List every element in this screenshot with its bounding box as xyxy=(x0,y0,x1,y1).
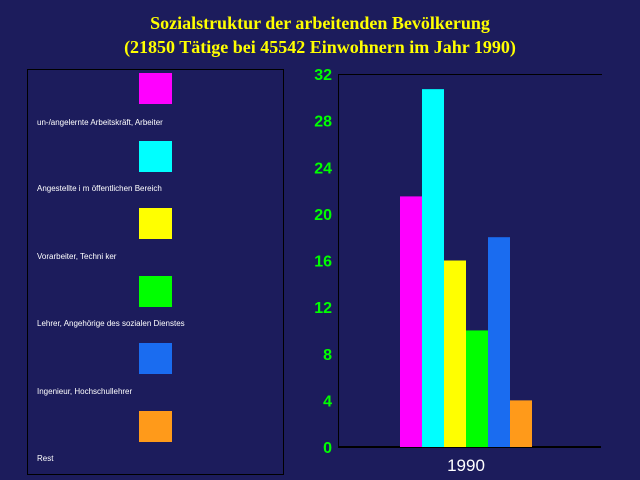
legend-swatch xyxy=(139,411,172,442)
bar xyxy=(422,89,444,447)
y-tick-label: 24 xyxy=(314,160,332,177)
legend: un-/angelernte Arbeitskräft, Arbeiter An… xyxy=(27,69,284,475)
legend-label: Vorarbeiter, Techni ker xyxy=(37,252,117,261)
y-tick-label: 4 xyxy=(323,393,332,410)
chart-title-line1: Sozialstruktur der arbeitenden Bevölkeru… xyxy=(150,13,490,33)
legend-label: Ingenieur, Hochschullehrer xyxy=(37,387,133,396)
legend-swatch xyxy=(139,276,172,307)
y-tick-label: 0 xyxy=(323,440,332,457)
y-tick-label: 32 xyxy=(314,67,332,84)
legend-label: Angestellte i m öffentlichen Bereich xyxy=(37,184,162,193)
y-tick-label: 16 xyxy=(314,254,332,271)
legend-swatch xyxy=(139,343,172,374)
bar xyxy=(510,400,532,447)
legend-label: Lehrer, Angehörige des sozialen Dienstes xyxy=(37,319,185,328)
bar xyxy=(466,330,488,447)
plot-area xyxy=(338,74,602,448)
x-category-label: 1990 xyxy=(447,456,485,475)
legend-swatch xyxy=(139,141,172,172)
legend-swatch xyxy=(139,73,172,104)
bar xyxy=(400,196,422,447)
legend-label: Rest xyxy=(37,454,54,463)
legend-swatch xyxy=(139,208,172,239)
y-tick-label: 8 xyxy=(323,347,332,364)
y-tick-label: 28 xyxy=(314,114,332,131)
bar xyxy=(444,260,466,447)
y-tick-label: 20 xyxy=(314,207,332,224)
y-tick-label: 12 xyxy=(314,300,332,317)
chart-title-line2: (21850 Tätige bei 45542 Einwohnern im Ja… xyxy=(124,37,516,57)
bar xyxy=(488,237,510,447)
legend-label: un-/angelernte Arbeitskräft, Arbeiter xyxy=(37,118,163,127)
